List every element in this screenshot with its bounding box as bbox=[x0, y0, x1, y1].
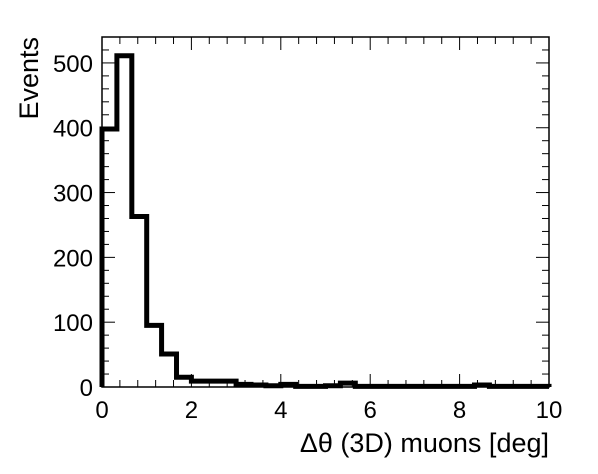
plot-frame bbox=[102, 37, 549, 387]
y-tick-label: 0 bbox=[80, 375, 93, 402]
x-tick-label: 2 bbox=[185, 397, 198, 424]
x-axis-label: Δθ (3D) muons [deg] bbox=[300, 428, 549, 458]
y-tick-label: 400 bbox=[53, 116, 93, 143]
histogram-outline bbox=[102, 56, 549, 387]
x-tick-label: 8 bbox=[453, 397, 466, 424]
x-tick-label: 10 bbox=[536, 397, 563, 424]
y-axis-label: Events bbox=[14, 37, 44, 120]
y-tick-label: 500 bbox=[53, 51, 93, 78]
x-tick-label: 0 bbox=[95, 397, 108, 424]
y-tick-label: 200 bbox=[53, 245, 93, 272]
y-tick-label: 300 bbox=[53, 181, 93, 208]
axis-ticks bbox=[102, 37, 549, 387]
histogram-bins bbox=[102, 56, 549, 387]
x-tick-label: 4 bbox=[274, 397, 287, 424]
y-tick-label: 100 bbox=[53, 310, 93, 337]
x-tick-label: 6 bbox=[364, 397, 377, 424]
